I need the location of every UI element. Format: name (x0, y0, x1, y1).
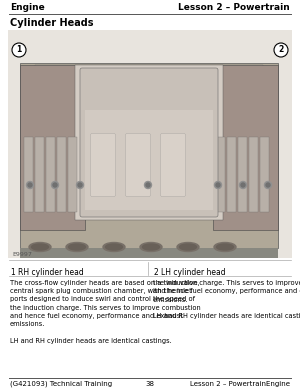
Text: the induction charge. This serves to improve combustion
and hence fuel economy, : the induction charge. This serves to imp… (153, 280, 300, 319)
Ellipse shape (177, 242, 199, 251)
Text: 38: 38 (146, 381, 154, 387)
Text: Cylinder Heads: Cylinder Heads (10, 18, 94, 28)
Ellipse shape (68, 244, 86, 250)
FancyBboxPatch shape (20, 63, 278, 248)
FancyBboxPatch shape (80, 68, 218, 217)
FancyBboxPatch shape (85, 110, 213, 210)
Circle shape (274, 43, 288, 57)
FancyBboxPatch shape (75, 65, 223, 220)
FancyBboxPatch shape (249, 137, 258, 212)
Circle shape (214, 182, 221, 189)
Circle shape (145, 182, 152, 189)
Ellipse shape (142, 244, 160, 250)
Ellipse shape (32, 244, 49, 250)
Text: LH cylinder head: LH cylinder head (161, 268, 226, 277)
Text: (G421093) Technical Training: (G421093) Technical Training (10, 381, 112, 387)
FancyBboxPatch shape (238, 137, 247, 212)
Text: 1: 1 (10, 268, 15, 277)
FancyBboxPatch shape (125, 133, 151, 196)
Text: 1: 1 (16, 45, 22, 54)
Text: 2: 2 (153, 268, 158, 277)
Text: The cross-flow cylinder heads are based on a twin valve,
central spark plug comb: The cross-flow cylinder heads are based … (10, 280, 201, 344)
FancyBboxPatch shape (227, 137, 236, 212)
Circle shape (239, 182, 247, 189)
FancyBboxPatch shape (24, 137, 33, 212)
Circle shape (12, 43, 26, 57)
Circle shape (76, 182, 83, 189)
FancyBboxPatch shape (35, 137, 44, 212)
FancyBboxPatch shape (68, 137, 77, 212)
Circle shape (266, 183, 270, 187)
Text: 2: 2 (278, 45, 284, 54)
FancyBboxPatch shape (260, 137, 269, 212)
Circle shape (26, 182, 34, 189)
Ellipse shape (29, 242, 51, 251)
Circle shape (146, 183, 150, 187)
Circle shape (78, 183, 82, 187)
FancyBboxPatch shape (57, 137, 66, 212)
Circle shape (216, 183, 220, 187)
Circle shape (28, 183, 32, 187)
Text: E9997: E9997 (12, 253, 32, 258)
Text: RH cylinder head: RH cylinder head (18, 268, 84, 277)
Circle shape (265, 182, 272, 189)
Ellipse shape (217, 244, 233, 250)
Text: Lesson 2 – PowertrainEngine: Lesson 2 – PowertrainEngine (190, 381, 290, 387)
Ellipse shape (106, 244, 122, 250)
Ellipse shape (103, 242, 125, 251)
FancyBboxPatch shape (46, 137, 55, 212)
FancyBboxPatch shape (160, 133, 185, 196)
Ellipse shape (66, 242, 88, 251)
Circle shape (52, 182, 58, 189)
FancyBboxPatch shape (91, 133, 116, 196)
Text: Lesson 2 – Powertrain: Lesson 2 – Powertrain (178, 3, 290, 12)
Ellipse shape (214, 242, 236, 251)
FancyBboxPatch shape (20, 248, 278, 258)
Circle shape (53, 183, 57, 187)
FancyBboxPatch shape (216, 137, 225, 212)
Ellipse shape (179, 244, 197, 250)
Text: Engine: Engine (10, 3, 45, 12)
FancyBboxPatch shape (20, 65, 85, 230)
Circle shape (241, 183, 245, 187)
Ellipse shape (140, 242, 162, 251)
FancyBboxPatch shape (35, 65, 263, 210)
FancyBboxPatch shape (213, 65, 278, 230)
FancyBboxPatch shape (8, 30, 292, 258)
